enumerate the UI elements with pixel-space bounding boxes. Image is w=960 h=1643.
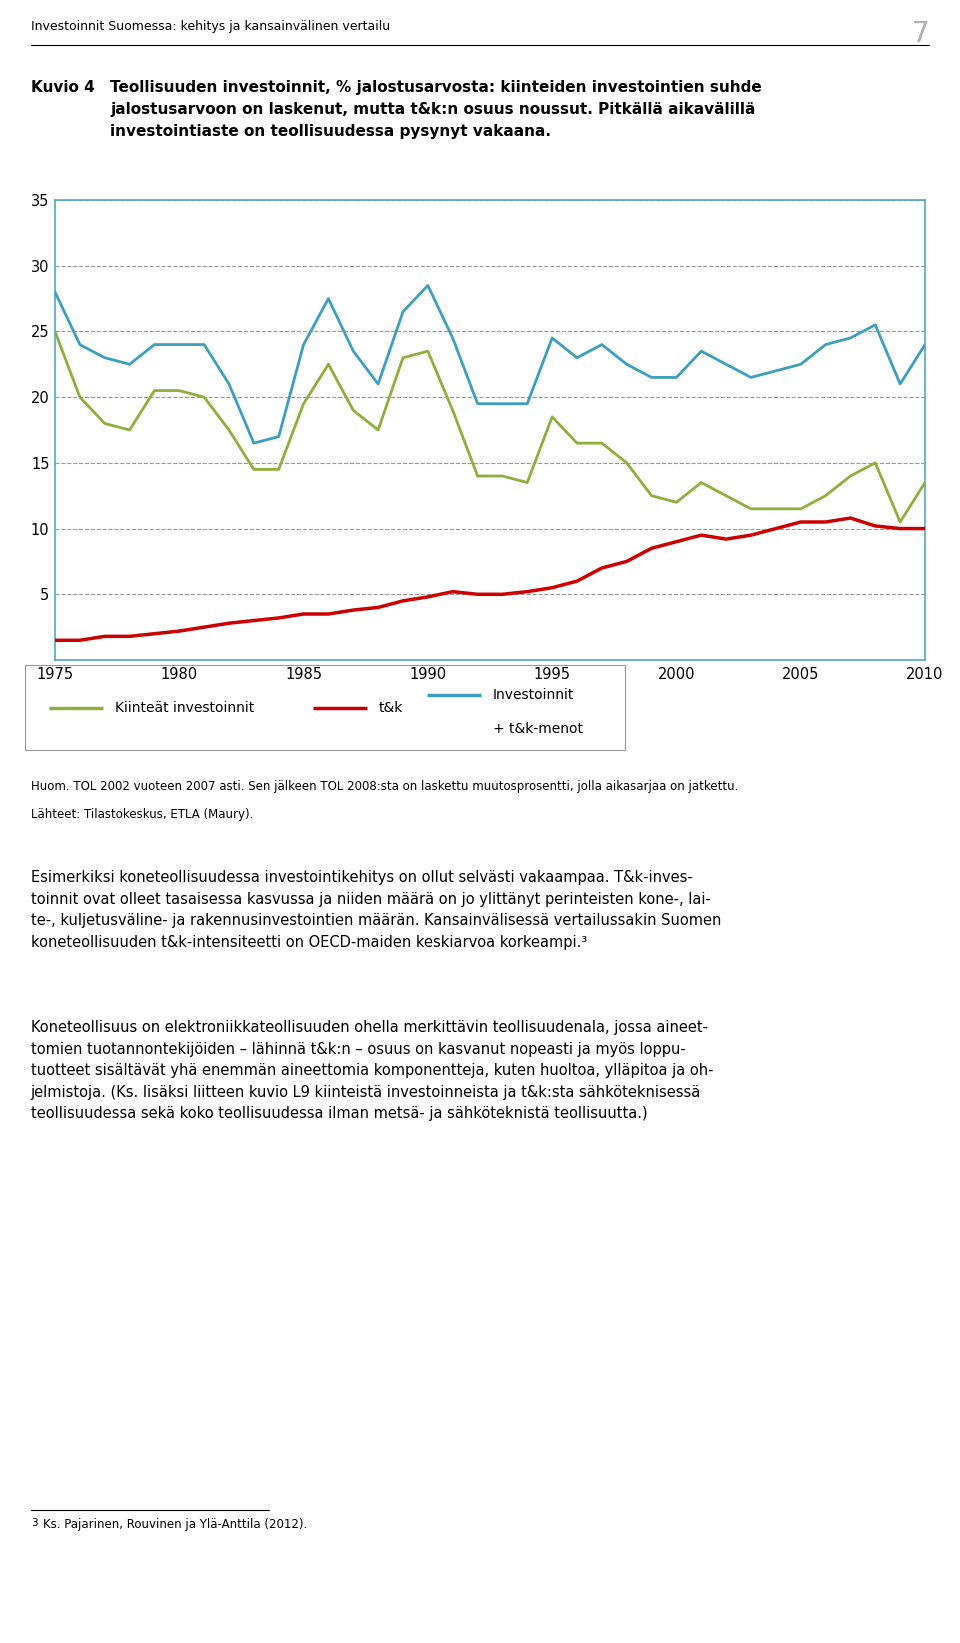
Text: 3: 3 <box>31 1518 37 1528</box>
Text: jalostusarvoon on laskenut, mutta t&k:n osuus noussut. Pitkällä aikavälillä: jalostusarvoon on laskenut, mutta t&k:n … <box>110 102 756 117</box>
Text: Huom. TOL 2002 vuoteen 2007 asti. Sen jälkeen TOL 2008:sta on laskettu muutospro: Huom. TOL 2002 vuoteen 2007 asti. Sen jä… <box>31 780 738 794</box>
Text: Lähteet: Tilastokeskus, ETLA (Maury).: Lähteet: Tilastokeskus, ETLA (Maury). <box>31 808 253 822</box>
Text: Koneteollisuus on elektroniikkateollisuuden ohella merkittävin teollisuudenala, : Koneteollisuus on elektroniikkateollisuu… <box>31 1020 713 1122</box>
Text: Kiinteät investoinnit: Kiinteät investoinnit <box>115 700 254 715</box>
Text: Investoinnit: Investoinnit <box>493 688 574 702</box>
Text: Teollisuuden investoinnit, % jalostusarvosta: kiinteiden investointien suhde: Teollisuuden investoinnit, % jalostusarv… <box>110 81 762 95</box>
Text: 7: 7 <box>912 20 929 48</box>
Text: Esimerkiksi koneteollisuudessa investointikehitys on ollut selvästi vakaampaa. T: Esimerkiksi koneteollisuudessa investoin… <box>31 871 721 950</box>
Text: Investoinnit Suomessa: kehitys ja kansainvälinen vertailu: Investoinnit Suomessa: kehitys ja kansai… <box>31 20 390 33</box>
Text: + t&k-menot: + t&k-menot <box>493 721 583 736</box>
Text: investointiaste on teollisuudessa pysynyt vakaana.: investointiaste on teollisuudessa pysyny… <box>110 123 551 140</box>
Text: Ks. Pajarinen, Rouvinen ja Ylä-Anttila (2012).: Ks. Pajarinen, Rouvinen ja Ylä-Anttila (… <box>43 1518 307 1531</box>
Text: Kuvio 4: Kuvio 4 <box>31 81 94 95</box>
Text: t&k: t&k <box>379 700 403 715</box>
